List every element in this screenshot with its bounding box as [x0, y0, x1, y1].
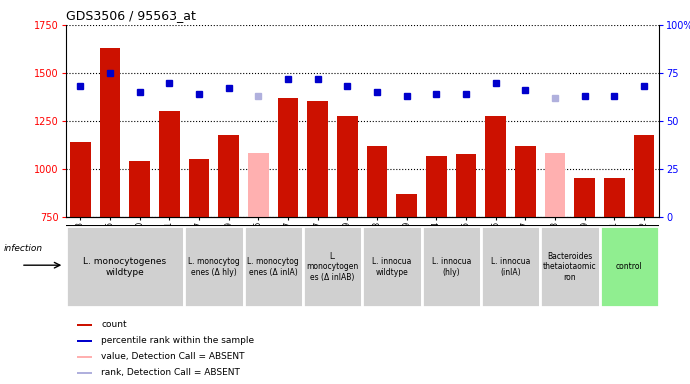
Text: L. innocua
(hly): L. innocua (hly): [431, 257, 471, 276]
Bar: [544, 153, 566, 217]
Bar: [455, 154, 477, 217]
Bar: [337, 116, 358, 217]
Bar: [574, 178, 595, 217]
Bar: [248, 153, 269, 217]
Text: L.
monocytogen
es (Δ inlAB): L. monocytogen es (Δ inlAB): [306, 252, 359, 282]
Bar: [99, 48, 121, 217]
Bar: [129, 161, 150, 217]
Bar: [188, 159, 210, 217]
Bar: [77, 324, 92, 326]
FancyBboxPatch shape: [422, 226, 481, 308]
Text: GDS3506 / 95563_at: GDS3506 / 95563_at: [66, 9, 195, 22]
FancyBboxPatch shape: [600, 226, 659, 308]
Text: count: count: [101, 320, 127, 329]
FancyBboxPatch shape: [66, 226, 184, 308]
Text: control: control: [616, 262, 642, 271]
Text: infection: infection: [3, 244, 42, 253]
Bar: [604, 178, 625, 217]
Bar: [396, 194, 417, 217]
FancyBboxPatch shape: [184, 226, 244, 308]
Text: L. monocytog
enes (Δ hly): L. monocytog enes (Δ hly): [188, 257, 240, 276]
Text: value, Detection Call = ABSENT: value, Detection Call = ABSENT: [101, 352, 245, 361]
Bar: [515, 146, 536, 217]
Bar: [426, 157, 447, 217]
Bar: [485, 116, 506, 217]
Bar: [633, 136, 655, 217]
FancyBboxPatch shape: [481, 226, 540, 308]
FancyBboxPatch shape: [362, 226, 422, 308]
Bar: [277, 98, 299, 217]
Bar: [307, 101, 328, 217]
FancyBboxPatch shape: [303, 226, 362, 308]
FancyBboxPatch shape: [540, 226, 600, 308]
FancyBboxPatch shape: [244, 226, 303, 308]
Bar: [218, 136, 239, 217]
Bar: [77, 340, 92, 342]
Text: Bacteroides
thetaiotaomic
ron: Bacteroides thetaiotaomic ron: [543, 252, 597, 282]
Text: L. monocytog
enes (Δ inlA): L. monocytog enes (Δ inlA): [248, 257, 299, 276]
Text: L. monocytogenes
wildtype: L. monocytogenes wildtype: [83, 257, 166, 276]
Text: L. innocua
wildtype: L. innocua wildtype: [372, 257, 412, 276]
Bar: [70, 142, 91, 217]
Text: L. innocua
(inlA): L. innocua (inlA): [491, 257, 531, 276]
Bar: [77, 372, 92, 374]
Bar: [366, 146, 388, 217]
Bar: [77, 356, 92, 358]
Text: rank, Detection Call = ABSENT: rank, Detection Call = ABSENT: [101, 368, 240, 377]
Text: percentile rank within the sample: percentile rank within the sample: [101, 336, 255, 345]
Bar: [159, 111, 180, 217]
